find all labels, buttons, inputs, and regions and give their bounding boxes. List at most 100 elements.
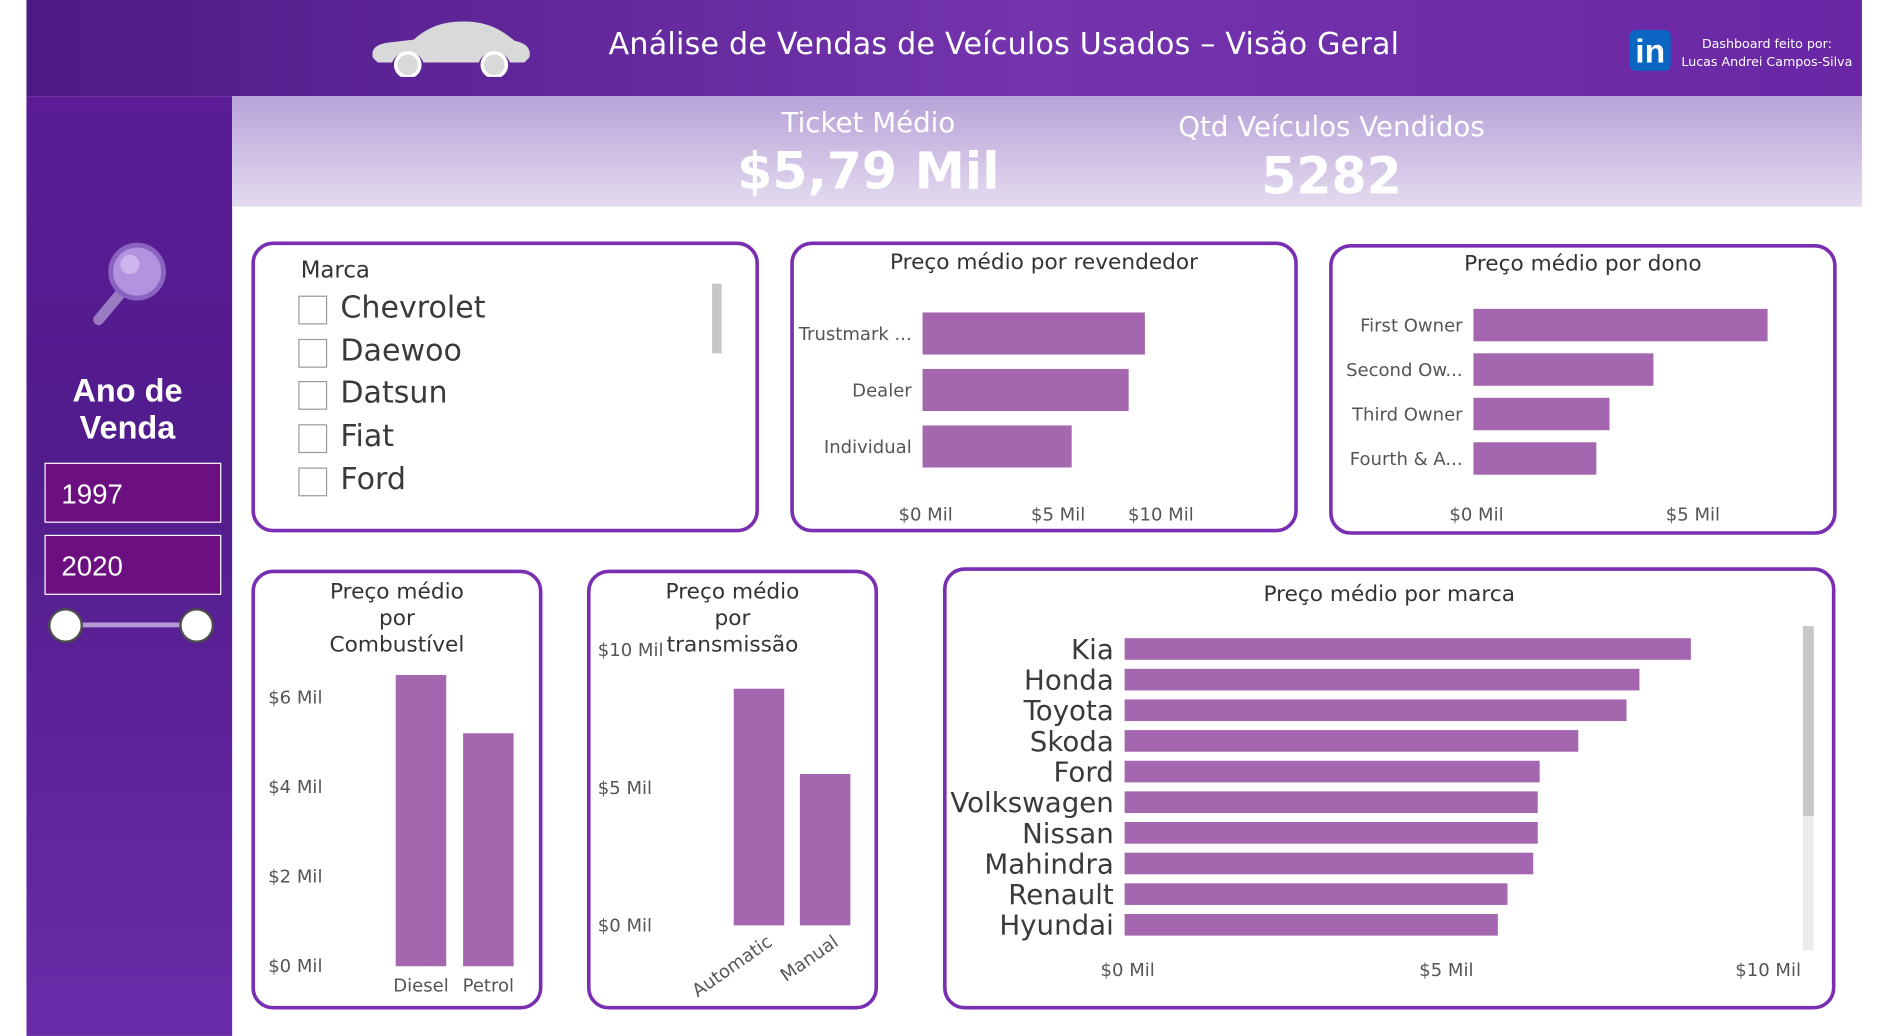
year-slider-start-handle[interactable] xyxy=(48,608,83,643)
kpi-band xyxy=(232,96,1862,207)
year-slider-end-handle[interactable] xyxy=(179,608,215,643)
slicer-item-label: Daewoo xyxy=(340,332,462,368)
category-label: Manual xyxy=(777,932,843,987)
bar-hyundai xyxy=(1124,913,1498,936)
tick-label: $0 Mil xyxy=(1101,960,1155,981)
year-filter-title: Ano de Venda xyxy=(26,373,228,448)
category-label: Toyota xyxy=(1023,694,1114,727)
ticket-medio-value: $5,79 Mil xyxy=(737,141,1000,201)
tick-label: $0 Mil xyxy=(268,956,322,977)
category-label: Mahindra xyxy=(984,847,1113,880)
tick-label: $6 Mil xyxy=(268,687,322,708)
tick-label: $4 Mil xyxy=(268,777,322,798)
bar-dealer xyxy=(922,368,1129,412)
bar-trustmark xyxy=(922,312,1145,355)
author-credit: Dashboard feito por: Lucas Andrei Campos… xyxy=(1677,36,1857,72)
seller-bar-chart: Trustmark ... Dealer Individual $0 Mil $5 Mi… xyxy=(798,312,1194,525)
brand-chart-scroll-track[interactable] xyxy=(1802,816,1814,951)
chart-title: Preço médio por Combustível xyxy=(329,579,465,658)
slicer-item-label: Fiat xyxy=(340,418,395,454)
owner-bar-chart: First Owner Second Ow... Third Owner Fourth… xyxy=(1346,308,1768,525)
owner-chart-card: Preço médio por dono First Owner Second O… xyxy=(1329,243,1837,535)
car-icon xyxy=(372,21,530,77)
category-label: Diesel xyxy=(393,975,448,996)
qtd-vendidos-label: Qtd Veículos Vendidos xyxy=(1178,111,1485,144)
year-filter-title-line-2: Venda xyxy=(79,409,176,446)
category-label: Hyundai xyxy=(999,909,1113,942)
checkbox[interactable] xyxy=(298,338,328,368)
bar-third-owner xyxy=(1473,397,1610,431)
category-label: Petrol xyxy=(463,975,514,996)
fuel-chart-card: Preço médio por Combustível Diesel Petrol… xyxy=(251,569,543,1010)
start-year-input[interactable]: 1997 xyxy=(44,462,222,523)
tick-label: $0 Mil xyxy=(598,915,652,936)
tick-label: $5 Mil xyxy=(1666,504,1720,525)
chart-title: Preço médio por transmissão xyxy=(665,579,800,658)
bar-mahindra xyxy=(1124,852,1534,875)
bar-automatic xyxy=(733,688,785,926)
category-label: Ford xyxy=(1054,756,1114,789)
checkbox[interactable] xyxy=(298,380,328,410)
brand-chart-scrollbar[interactable] xyxy=(1802,626,1814,817)
end-year-input[interactable]: 2020 xyxy=(44,534,222,595)
transmission-chart-card: Preço médio por transmissão Automatic Man… xyxy=(586,569,879,1010)
brand-slicer-header: Marca xyxy=(300,257,370,284)
bar-honda xyxy=(1124,668,1640,691)
bar-fourth-a xyxy=(1473,442,1597,475)
tick-label: $0 Mil xyxy=(1449,504,1503,525)
dashboard-title: Análise de Vendas de Veículos Usados – V… xyxy=(608,26,1400,62)
chart-title: Preço médio por dono xyxy=(1464,251,1702,277)
transmission-bar-chart: Automatic Manual $0 Mil $5 Mil $10 Mil xyxy=(598,640,851,1002)
qtd-vendidos-value: 5282 xyxy=(1261,146,1402,206)
slicer-scrollbar[interactable] xyxy=(712,283,722,354)
linkedin-icon[interactable]: in xyxy=(1629,30,1671,71)
category-label: First Owner xyxy=(1360,316,1463,337)
ticket-medio-label: Ticket Médio xyxy=(781,108,956,140)
tick-label: $5 Mil xyxy=(1419,960,1473,981)
bar-nissan xyxy=(1124,822,1538,844)
credit-line-1: Dashboard feito por: xyxy=(1701,37,1832,52)
bar-ford xyxy=(1124,760,1540,783)
tick-label: $2 Mil xyxy=(268,867,322,888)
header-bar: Análise de Vendas de Veículos Usados – V… xyxy=(26,0,1862,97)
credit-line-2: Lucas Andrei Campos-Silva xyxy=(1681,55,1853,70)
tick-label: $0 Mil xyxy=(898,504,952,525)
checkbox[interactable] xyxy=(298,424,328,454)
checkbox[interactable] xyxy=(298,295,328,325)
bar-individual xyxy=(922,425,1072,468)
bar-manual xyxy=(799,774,851,926)
year-slider-track[interactable] xyxy=(66,622,197,628)
bar-volkswagen xyxy=(1124,791,1538,814)
category-label: Third Owner xyxy=(1351,405,1463,426)
category-label: Honda xyxy=(1024,664,1114,697)
magnifier-icon xyxy=(93,242,166,326)
category-label: Nissan xyxy=(1022,817,1114,850)
category-label: Kia xyxy=(1071,633,1114,666)
slicer-item-label: Chevrolet xyxy=(340,289,486,325)
seller-chart-card: Preço médio por revendedor Trustmark ...… xyxy=(790,241,1298,533)
category-label: Fourth & A... xyxy=(1350,449,1463,470)
category-label: Dealer xyxy=(852,380,912,401)
year-filter-title-line-1: Ano de xyxy=(72,372,183,409)
tick-label: $5 Mil xyxy=(598,778,652,799)
bar-renault xyxy=(1124,883,1508,905)
slicer-item-label: Ford xyxy=(340,461,406,497)
category-label: Renault xyxy=(1008,878,1114,911)
bar-first-owner xyxy=(1473,308,1768,342)
checkbox[interactable] xyxy=(298,467,328,497)
chart-title: Preço médio por marca xyxy=(1263,581,1515,607)
tick-label: $5 Mil xyxy=(1031,504,1085,525)
tick-label: $10 Mil xyxy=(1128,504,1194,525)
bar-diesel xyxy=(395,674,447,967)
bar-kia xyxy=(1124,638,1691,660)
bar-skoda xyxy=(1124,730,1579,752)
bar-second-ow xyxy=(1473,353,1654,386)
tick-label: $10 Mil xyxy=(598,640,664,661)
category-label: Automatic xyxy=(688,932,776,1002)
category-label: Skoda xyxy=(1030,725,1114,758)
brand-slicer-card: Marca Chevrolet Daewoo Datsun Fiat Ford xyxy=(251,241,759,533)
category-label: Individual xyxy=(824,437,912,458)
category-label: Trustmark ... xyxy=(798,324,912,345)
brand-bar-chart: KiaHondaToyotaSkodaFordVolkswagenNissanM… xyxy=(950,633,1801,981)
bar-petrol xyxy=(463,733,514,967)
